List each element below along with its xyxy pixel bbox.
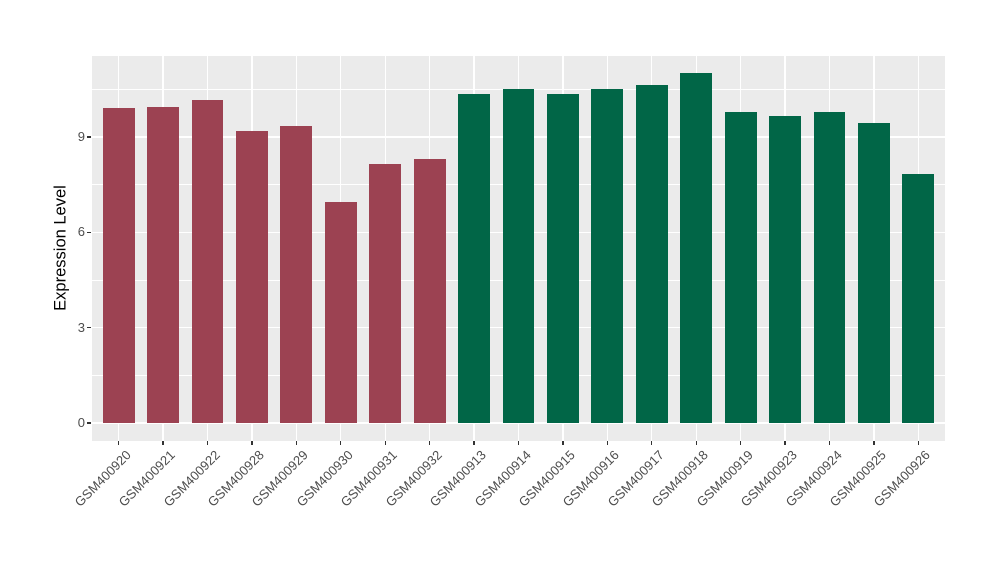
y-tick-mark [87,231,91,234]
x-tick-mark [873,440,875,445]
plot-panel [92,56,945,441]
bar-GSM400915 [547,94,579,423]
y-tick-label: 0 [77,415,85,431]
y-tick-label: 6 [77,224,85,240]
x-tick-mark [917,440,920,445]
x-tick-mark [295,440,298,445]
x-tick-mark [695,440,697,445]
bar-GSM400928 [236,130,268,424]
bar-GSM400913 [458,94,490,423]
y-tick-label: 9 [77,129,85,145]
bar-GSM400932 [413,159,446,423]
y-tick-mark [87,422,91,424]
x-tick-mark [206,440,209,445]
bar-GSM400919 [724,111,757,424]
x-tick-mark [606,440,609,445]
x-tick-mark [517,440,520,445]
bar-GSM400923 [769,116,801,424]
bar-GSM400920 [102,108,135,423]
bar-GSM400925 [858,122,890,423]
x-tick-mark [340,440,342,445]
bar-GSM400914 [502,89,535,424]
x-tick-mark [739,440,742,445]
x-tick-mark [828,440,831,445]
bar-GSM400916 [591,89,624,424]
x-tick-mark [651,440,653,445]
bar-GSM400929 [280,125,313,424]
x-tick-mark [784,440,786,445]
y-tick-mark [87,326,91,329]
y-axis-title: Expression Level [51,185,70,311]
x-tick-mark [384,440,386,445]
bar-GSM400917 [635,84,668,424]
x-tick-mark [428,440,431,445]
x-tick-mark [562,440,564,445]
bar-GSM400926 [902,173,935,423]
bar-GSM400922 [191,100,224,424]
bar-GSM400918 [680,73,713,423]
y-tick-mark [87,136,91,138]
bar-GSM400924 [813,111,846,424]
bar-GSM400930 [324,202,357,424]
bar-GSM400931 [369,164,402,423]
x-tick-mark [162,440,164,445]
y-tick-label: 3 [77,319,85,335]
x-tick-mark [117,440,120,445]
bar-GSM400921 [147,106,179,423]
x-tick-mark [251,440,253,445]
x-tick-mark [473,440,475,445]
